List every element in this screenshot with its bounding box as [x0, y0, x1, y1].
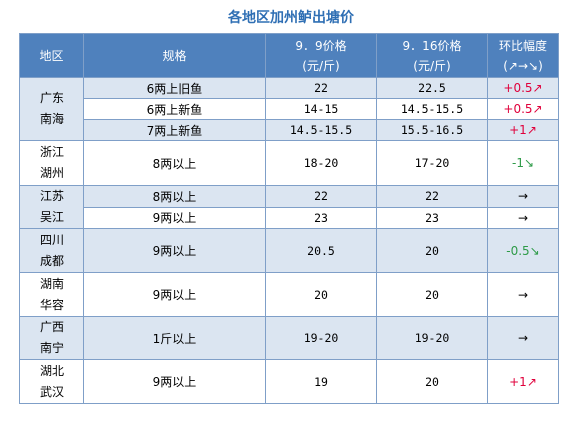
region-cell: 湖北 武汉 [19, 359, 84, 404]
price-9-9-cell: 14.5-15.5 [265, 119, 377, 141]
change-cell: +1↗ [487, 359, 559, 404]
change-cell: +1↗ [487, 119, 559, 141]
header-change: 环比幅度 (↗→↘) [487, 33, 559, 78]
change-cell: +0.5↗ [487, 77, 559, 99]
change-cell: → [487, 185, 559, 208]
change-cell: → [487, 316, 559, 360]
header-row: 地区 规格 9．9价格 (元/斤) 9．16价格 (元/斤) 环比幅度 (↗→↘… [19, 33, 559, 78]
change-cell: +0.5↗ [487, 98, 559, 120]
table-row: 浙江 湖州 8两以上 18-20 17-20 -1↘ [19, 140, 559, 186]
change-cell: -0.5↘ [487, 228, 559, 273]
table-row: 9两以上 23 23 → [19, 206, 559, 229]
spec-cell: 9两以上 [83, 359, 266, 404]
header-spec: 规格 [83, 33, 266, 78]
price-9-9-cell: 22 [265, 185, 377, 208]
table-row: 湖南 华容 9两以上 20 20 → [19, 272, 559, 317]
price-9-9-cell: 20 [265, 272, 377, 317]
spec-cell: 8两以上 [83, 185, 266, 208]
change-cell: -1↘ [487, 140, 559, 186]
table-row: 广东 南海 6两上旧鱼 22 22.5 +0.5↗ [19, 77, 559, 141]
price-table: 地区 规格 9．9价格 (元/斤) 9．16价格 (元/斤) 环比幅度 (↗→↘… [19, 33, 559, 404]
price-9-16-cell: 20 [376, 228, 488, 273]
header-price-9-16: 9．16价格 (元/斤) [376, 33, 488, 78]
spec-cell: 6两上新鱼 [83, 98, 266, 120]
price-9-16-cell: 19-20 [376, 316, 488, 360]
price-9-9-cell: 23 [265, 206, 377, 229]
price-9-9-cell: 22 [265, 77, 377, 99]
table-row: 广西 南宁 1斤以上 19-20 19-20 → [19, 316, 559, 360]
price-9-9-cell: 19 [265, 359, 377, 404]
price-9-16-cell: 20 [376, 359, 488, 404]
region-cell: 广东 南海 [19, 77, 84, 141]
header-region: 地区 [19, 33, 84, 78]
price-9-9-cell: 19-20 [265, 316, 377, 360]
price-9-16-cell: 20 [376, 272, 488, 317]
spec-cell: 7两上新鱼 [83, 119, 266, 141]
region-cell: 湖南 华容 [19, 272, 84, 317]
table-row: 7两上新鱼 14.5-15.5 15.5-16.5 +1↗ [19, 119, 559, 141]
spec-cell: 9两以上 [83, 206, 266, 229]
table-row: 湖北 武汉 9两以上 19 20 +1↗ [19, 359, 559, 404]
price-9-16-cell: 22 [376, 185, 488, 208]
page-title: 各地区加州鲈出塘价 [228, 10, 354, 26]
price-9-16-cell: 17-20 [376, 140, 488, 186]
change-cell: → [487, 206, 559, 229]
spec-cell: 1斤以上 [83, 316, 266, 360]
table-row: 6两上新鱼 14-15 14.5-15.5 +0.5↗ [19, 98, 559, 120]
price-9-9-cell: 20.5 [265, 228, 377, 273]
price-9-9-cell: 14-15 [265, 98, 377, 120]
region-cell: 江苏 吴江 [19, 185, 84, 229]
spec-cell: 9两以上 [83, 272, 266, 317]
price-9-9-cell: 18-20 [265, 140, 377, 186]
change-cell: → [487, 272, 559, 317]
price-9-16-cell: 15.5-16.5 [376, 119, 488, 141]
price-9-16-cell: 23 [376, 206, 488, 229]
region-cell: 浙江 湖州 [19, 140, 84, 186]
price-9-16-cell: 14.5-15.5 [376, 98, 488, 120]
table-row: 四川 成都 9两以上 20.5 20 -0.5↘ [19, 228, 559, 273]
spec-cell: 8两以上 [83, 140, 266, 186]
header-price-9-9: 9．9价格 (元/斤) [265, 33, 377, 78]
price-9-16-cell: 22.5 [376, 77, 488, 99]
region-cell: 四川 成都 [19, 228, 84, 273]
spec-cell: 9两以上 [83, 228, 266, 273]
spec-cell: 6两上旧鱼 [83, 77, 266, 99]
table-row: 江苏 吴江 8两以上 22 22 → [19, 185, 559, 229]
region-cell: 广西 南宁 [19, 316, 84, 360]
